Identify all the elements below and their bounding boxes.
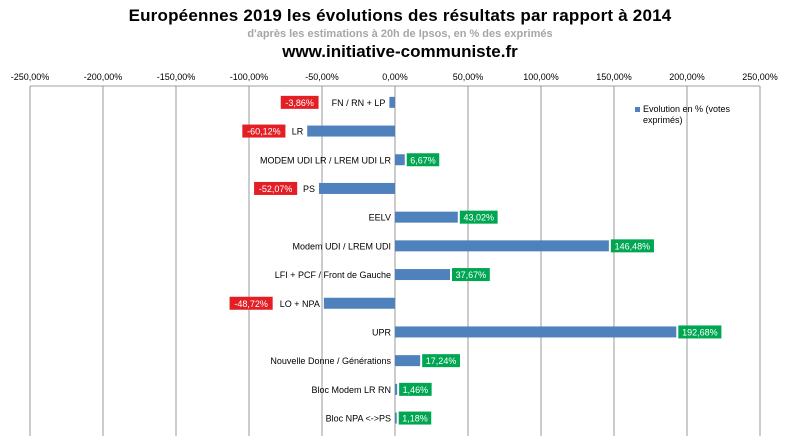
bar: [395, 383, 398, 395]
legend-label: Evolution en % (votes: [643, 104, 731, 114]
site-url: www.initiative-communiste.fr: [282, 42, 518, 61]
value-label: 1,46%: [403, 385, 429, 395]
bar: [323, 297, 395, 309]
value-label-box: [399, 382, 432, 396]
category-label: LR: [292, 127, 304, 137]
value-label: 37,67%: [456, 270, 487, 280]
value-label: 43,02%: [463, 213, 494, 223]
bar: [395, 412, 397, 424]
x-tick-label: 50,00%: [453, 72, 484, 82]
bar: [395, 211, 458, 223]
value-label: -52,07%: [259, 184, 293, 194]
value-label: -48,72%: [234, 299, 268, 309]
value-label-box: [398, 411, 432, 425]
chart-title: Européennes 2019 les évolutions des résu…: [128, 6, 672, 25]
value-label-box: [406, 153, 440, 167]
category-label: PS: [303, 184, 315, 194]
value-label: 146,48%: [615, 241, 651, 251]
value-label-box: [610, 239, 654, 253]
category-label: Nouvelle Donne / Générations: [270, 356, 391, 366]
value-label-box: [242, 124, 286, 138]
bar: [318, 182, 395, 194]
bar: [395, 154, 405, 166]
category-label: LO + NPA: [280, 299, 320, 309]
value-label-box: [451, 268, 490, 282]
value-label-box: [422, 354, 460, 368]
bar: [389, 96, 395, 108]
x-tick-label: 0,00%: [382, 72, 408, 82]
category-label: LFI + PCF / Front de Gauche: [275, 270, 391, 280]
value-label-box: [678, 325, 722, 339]
bar: [395, 269, 450, 281]
x-tick-label: 200,00%: [669, 72, 705, 82]
category-label: Modem UDI / LREM UDI: [292, 241, 391, 251]
x-tick-label: -150,00%: [157, 72, 196, 82]
value-label: -60,12%: [247, 127, 281, 137]
chart-subtitle: d'après les estimations à 20h de Ipsos, …: [247, 28, 553, 40]
x-tick-label: 150,00%: [596, 72, 632, 82]
legend-label: exprimés): [643, 115, 683, 125]
value-label: 6,67%: [410, 155, 436, 165]
value-label-box: [229, 296, 273, 310]
value-label: 1,18%: [402, 414, 428, 424]
x-tick-label: -250,00%: [11, 72, 50, 82]
x-tick-label: -100,00%: [230, 72, 269, 82]
bar: [395, 355, 421, 367]
value-label-box: [280, 95, 319, 109]
category-label: Bloc NPA <->PS: [326, 414, 391, 424]
category-label: EELV: [369, 213, 391, 223]
bar: [307, 125, 395, 137]
value-label: -3,86%: [285, 98, 314, 108]
bar: [395, 240, 609, 252]
value-label: 17,24%: [426, 356, 457, 366]
x-tick-label: 100,00%: [523, 72, 559, 82]
legend-swatch: [635, 107, 640, 112]
value-label: 192,68%: [682, 327, 718, 337]
x-tick-label: -50,00%: [305, 72, 339, 82]
category-label: UPR: [372, 327, 392, 337]
category-label: Bloc Modem LR RN: [311, 385, 391, 395]
x-tick-label: -200,00%: [84, 72, 123, 82]
bar: [395, 326, 677, 338]
value-label-box: [459, 210, 498, 224]
x-tick-label: 250,00%: [742, 72, 778, 82]
value-label-box: [254, 181, 298, 195]
category-label: FN / RN + LP: [332, 98, 386, 108]
category-label: MODEM UDI LR / LREM UDI LR: [260, 155, 392, 165]
